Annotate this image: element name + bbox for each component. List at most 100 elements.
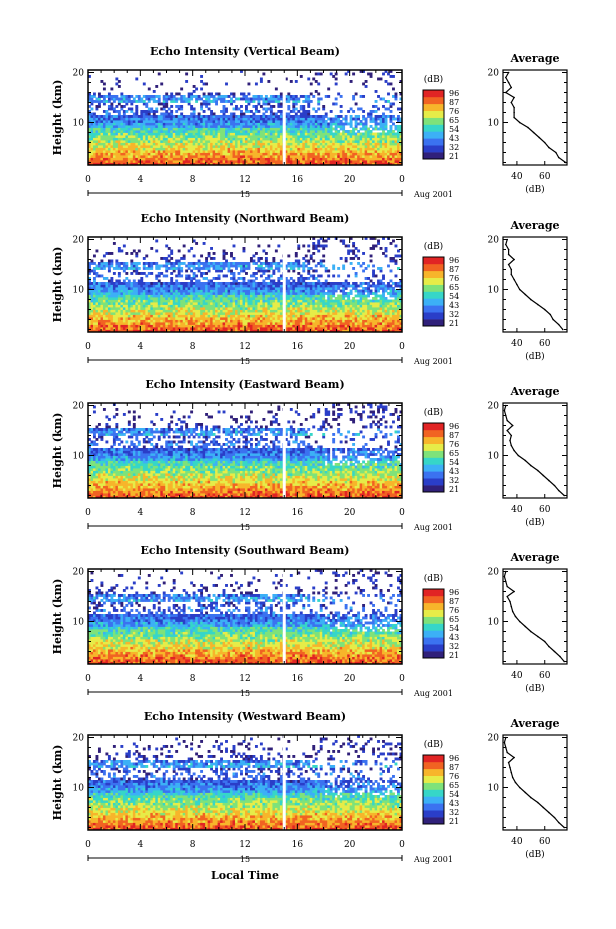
x-axis-title: Local Time	[211, 869, 279, 882]
date-label: Aug 2001	[413, 190, 453, 199]
profile-point	[537, 469, 539, 472]
average-profile: Average 10 20 40 60 (dB)	[488, 717, 568, 860]
colorbar-tick-label: 21	[449, 817, 459, 826]
colorbar-tick-label: 96	[449, 588, 459, 597]
x-tick-label: 16	[292, 674, 304, 684]
profile-point	[518, 620, 521, 623]
colorbar-tick-label: 54	[449, 458, 459, 467]
profile-point	[507, 71, 510, 74]
colorbar-unit: (dB)	[424, 573, 443, 584]
profile-point	[530, 796, 532, 799]
date-label: Aug 2001	[413, 357, 453, 366]
colorbar-tick-label: 43	[449, 633, 459, 642]
colorbar-tick-label: 21	[449, 152, 459, 161]
x-tick-label: 4	[137, 674, 143, 684]
colorbar-swatch	[423, 270, 444, 278]
profile-point	[506, 585, 509, 588]
colorbar-swatch	[423, 602, 444, 610]
x-tick-label: 0	[399, 175, 405, 185]
profile-point	[557, 323, 560, 326]
profile-point	[511, 610, 514, 613]
colorbar-tick-label: 96	[449, 256, 459, 265]
x-tick-label: 0	[85, 674, 91, 684]
profile-point	[530, 298, 532, 301]
colorbar-swatch	[423, 96, 444, 105]
x-tick-label: 4	[137, 840, 143, 850]
colorbar-swatch	[423, 457, 444, 465]
profile-point	[510, 273, 513, 276]
profile-point	[503, 741, 506, 744]
x-tick-label: 16	[292, 342, 304, 352]
profile-y-tick-label: 20	[488, 568, 500, 578]
colorbar-tick-label: 32	[449, 476, 459, 485]
colorbar-swatch	[423, 817, 444, 825]
colorbar-swatch	[423, 789, 444, 797]
date-marker: 15	[240, 855, 250, 864]
colorbar-swatch	[423, 630, 444, 638]
colorbar-swatch	[423, 263, 444, 272]
colorbar-tick-label: 54	[449, 292, 459, 301]
profile-point	[505, 76, 507, 79]
profile-point	[513, 116, 515, 119]
profile-point	[513, 278, 515, 281]
heatmap	[88, 403, 403, 499]
colorbar-swatch	[423, 117, 444, 125]
colorbar-tick-label: 65	[449, 116, 459, 125]
profile-point	[513, 111, 515, 114]
profile-point	[517, 454, 520, 457]
x-tick-label: 20	[344, 840, 356, 850]
colorbar-tick-label: 87	[449, 98, 459, 107]
colorbar-swatch	[423, 761, 444, 770]
colorbar-tick-label: 21	[449, 485, 459, 494]
colorbar-tick-label: 96	[449, 89, 459, 98]
profile-point	[518, 288, 521, 291]
data-gap	[282, 735, 286, 830]
colorbar-tick-label: 76	[449, 107, 459, 116]
profile-point	[511, 424, 514, 427]
x-tick-label: 16	[292, 508, 304, 518]
colorbar-swatch	[423, 464, 444, 472]
profile-x-tick-label: 60	[539, 671, 551, 681]
panel-4: Echo Intensity (Southward Beam) 10 20 Heigh…	[51, 544, 568, 698]
colorbar-tick-label: 32	[449, 808, 459, 817]
x-tick-label: 20	[344, 342, 356, 352]
profile-point	[503, 575, 506, 578]
colorbar-tick-label: 54	[449, 790, 459, 799]
y-tick-label: 10	[73, 452, 85, 462]
profile-point	[542, 474, 545, 477]
profile-point	[507, 263, 510, 266]
profile-title: Average	[509, 52, 559, 65]
colorbar-frame	[422, 256, 445, 327]
profile-frame	[502, 568, 568, 665]
profile-point	[549, 313, 552, 316]
colorbar-unit: (dB)	[424, 407, 443, 418]
profile-point	[524, 293, 527, 296]
profile-point	[509, 766, 511, 769]
colorbar-swatch	[423, 803, 444, 811]
colorbar-swatch	[423, 450, 444, 458]
profile-point	[507, 81, 510, 84]
profile-point	[513, 258, 515, 261]
colorbar-swatch	[423, 485, 444, 493]
x-tick-label: 8	[190, 175, 196, 185]
heatmap	[88, 569, 403, 665]
profile-line	[503, 737, 565, 828]
colorbar-tick-label: 87	[449, 763, 459, 772]
colorbar-swatch	[423, 589, 444, 597]
profile-point	[510, 268, 513, 271]
colorbar-tick-label: 43	[449, 134, 459, 143]
heatmap	[88, 735, 403, 831]
profile-point	[513, 756, 515, 759]
profile-point	[542, 806, 545, 809]
profile-point	[537, 303, 539, 306]
x-tick-label: 0	[399, 840, 405, 850]
panel-2: Echo Intensity (Northward Beam) 10 20 Heigh…	[51, 212, 568, 366]
profile-x-tick-label: 40	[511, 671, 523, 681]
date-marker: 15	[240, 190, 250, 199]
x-tick-label: 16	[292, 175, 304, 185]
profile-point	[514, 781, 517, 784]
